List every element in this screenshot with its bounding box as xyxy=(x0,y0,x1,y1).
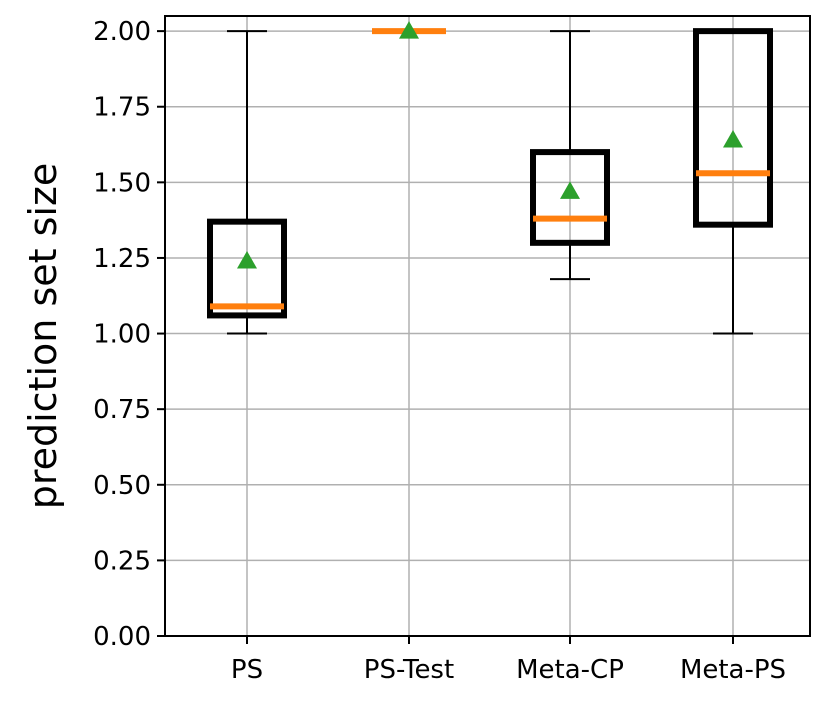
y-axis-label: prediction set size xyxy=(21,163,65,510)
plot-frame xyxy=(164,15,811,637)
box-ps-test xyxy=(372,21,446,39)
boxes xyxy=(207,21,773,335)
box-meta-cp xyxy=(530,30,610,281)
x-tick-label: Meta-PS xyxy=(680,655,786,685)
mean-marker xyxy=(237,250,257,269)
y-tick-label: 0.00 xyxy=(93,622,151,652)
x-tick-label: PS xyxy=(231,655,263,685)
y-tick-label: 1.00 xyxy=(93,320,151,350)
x-tick-label: Meta-CP xyxy=(516,655,624,685)
box-ps xyxy=(207,30,287,335)
y-tick-label: 0.50 xyxy=(93,471,151,501)
mean-marker xyxy=(560,181,580,199)
iqr-box xyxy=(530,149,610,246)
iqr-box xyxy=(693,28,773,228)
y-tick-label: 1.50 xyxy=(93,168,151,198)
y-tick-label: 1.25 xyxy=(93,244,151,274)
grid xyxy=(165,16,810,637)
y-tick-label: 0.25 xyxy=(93,546,151,576)
box-meta-ps xyxy=(693,28,773,335)
mean-marker xyxy=(723,130,743,148)
y-tick-label: 1.75 xyxy=(93,93,151,123)
x-axis-ticks: PS PS-Test Meta-CP Meta-PS xyxy=(231,636,786,685)
y-axis-ticks: 0.00 0.25 0.50 0.75 1.00 1.25 1.50 1.75 2.00 xyxy=(93,17,165,652)
iqr-box xyxy=(207,218,287,319)
mean-marker xyxy=(399,21,419,39)
y-tick-label: 0.75 xyxy=(93,395,151,425)
y-tick-label: 2.00 xyxy=(93,17,151,47)
x-tick-label: PS-Test xyxy=(364,655,454,685)
